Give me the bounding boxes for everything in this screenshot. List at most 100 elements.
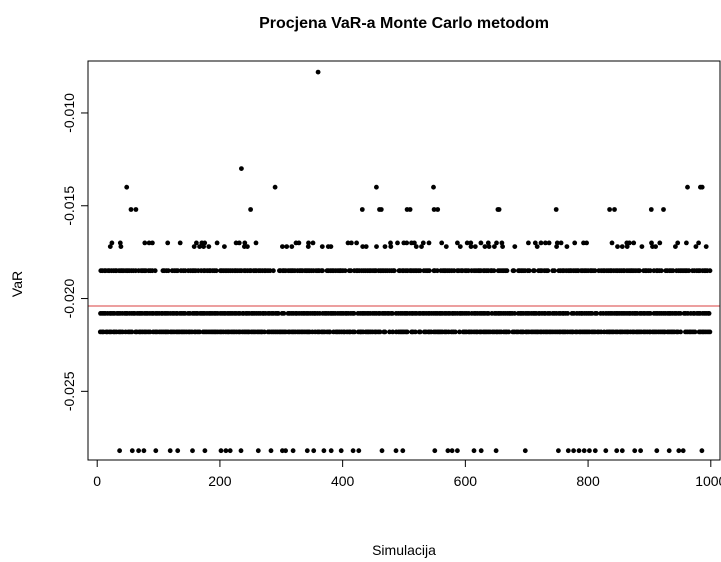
data-point: [678, 329, 683, 335]
data-point: [306, 240, 311, 246]
data-point: [382, 244, 388, 250]
data-point: [412, 329, 418, 335]
data-point: [632, 448, 638, 454]
chart-title: Procjena VaR-a Monte Carlo metodom: [259, 15, 549, 32]
data-point: [315, 69, 321, 75]
data-point: [431, 184, 436, 190]
data-point: [129, 329, 135, 335]
data-point: [673, 244, 678, 250]
data-point: [239, 166, 244, 172]
data-point: [594, 311, 600, 316]
y-axis: -0.010 -0.015 -0.020 -0.025: [61, 93, 88, 411]
data-point: [253, 240, 259, 246]
data-point: [213, 268, 219, 274]
data-point: [268, 448, 274, 454]
data-point: [262, 329, 267, 335]
data-point: [532, 240, 538, 246]
data-point: [676, 448, 682, 454]
data-point: [554, 240, 560, 246]
data-point: [197, 329, 203, 335]
data-point: [631, 240, 637, 246]
data-point: [564, 244, 570, 250]
data-point: [637, 268, 642, 274]
data-point: [703, 244, 709, 250]
data-point: [572, 240, 578, 246]
data-point: [227, 448, 233, 454]
data-point: [432, 448, 438, 454]
data-point: [407, 207, 413, 212]
data-point: [223, 448, 229, 454]
data-point: [117, 240, 123, 246]
data-point: [153, 448, 159, 454]
data-point: [492, 244, 497, 250]
data-point: [284, 244, 290, 250]
data-point: [319, 244, 325, 250]
data-point: [680, 448, 686, 454]
data-point: [451, 268, 457, 274]
y-tick-label: -0.020: [61, 278, 77, 318]
data-point: [417, 268, 423, 274]
data-point: [693, 244, 699, 250]
data-point: [571, 448, 576, 454]
x-tick-label: 0: [93, 473, 101, 489]
data-point: [280, 244, 285, 250]
y-tick-label: -0.010: [61, 93, 77, 133]
data-point: [471, 448, 477, 454]
data-point: [511, 268, 517, 274]
plot-frame: [87, 60, 721, 461]
data-point: [388, 240, 393, 246]
data-point: [500, 244, 505, 250]
data-point: [133, 207, 139, 212]
data-point: [129, 448, 135, 454]
data-point: [248, 207, 254, 212]
data-point: [666, 448, 672, 454]
data-point: [390, 329, 396, 335]
data-point: [482, 244, 488, 250]
data-point: [352, 329, 357, 335]
data-point: [706, 311, 712, 316]
data-point: [553, 207, 559, 212]
data-point: [328, 244, 334, 250]
x-tick-label: 800: [576, 473, 600, 489]
data-point: [400, 448, 406, 454]
data-point: [449, 448, 455, 454]
data-point: [359, 207, 365, 212]
data-point: [272, 184, 278, 190]
data-point: [391, 268, 397, 274]
data-point: [654, 448, 660, 454]
data-point: [194, 240, 199, 246]
data-point: [320, 268, 325, 274]
data-point: [696, 240, 701, 246]
data-point: [565, 448, 571, 454]
data-point: [141, 448, 147, 454]
data-point: [417, 329, 423, 335]
data-point: [607, 207, 612, 212]
y-tick-label: -0.025: [61, 371, 77, 411]
data-point: [491, 268, 497, 274]
data-point: [486, 244, 492, 250]
data-point: [699, 448, 705, 454]
data-point: [165, 268, 171, 274]
data-point: [647, 268, 653, 274]
data-point: [201, 244, 207, 250]
data-point: [657, 240, 663, 246]
data-point: [117, 448, 122, 454]
data-point: [378, 207, 384, 212]
data-point: [686, 268, 692, 274]
data-point: [128, 207, 134, 212]
data-point: [255, 448, 261, 454]
data-point: [197, 244, 203, 250]
data-point: [404, 329, 410, 335]
y-tick-label: -0.015: [61, 186, 77, 226]
data-points: [97, 69, 713, 454]
y-axis-label: VaR: [9, 271, 25, 297]
data-point: [214, 240, 220, 246]
data-point: [486, 311, 491, 316]
data-point: [584, 240, 589, 246]
data-point: [478, 240, 484, 246]
data-point: [426, 240, 432, 246]
data-point: [647, 311, 653, 316]
data-point: [443, 244, 449, 250]
data-point: [707, 329, 713, 335]
